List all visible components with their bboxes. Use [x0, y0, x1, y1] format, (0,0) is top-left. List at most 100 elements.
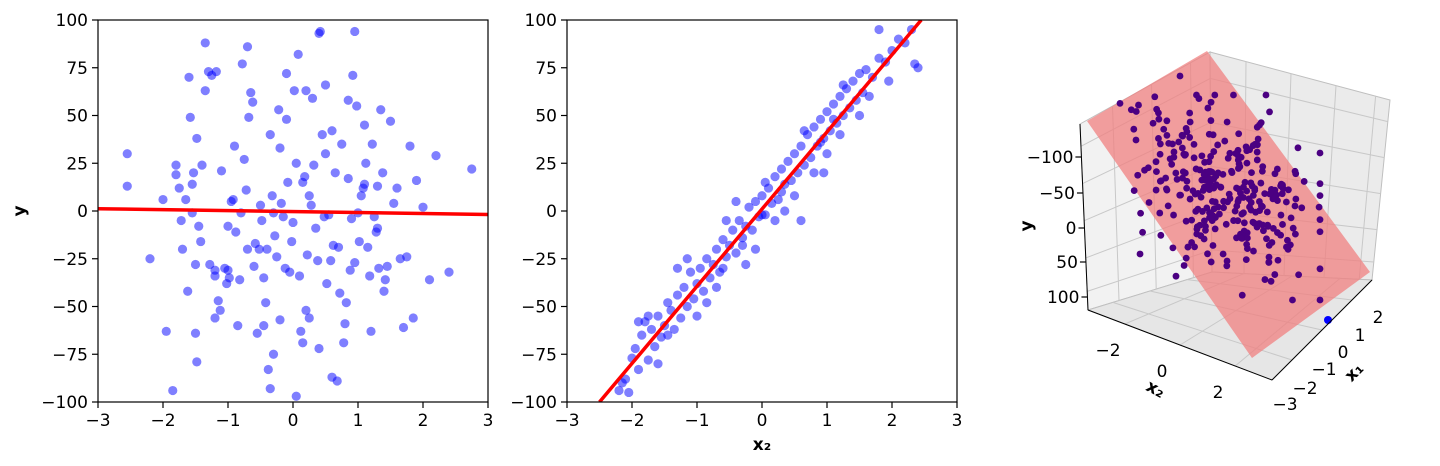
- data-point: [630, 343, 640, 354]
- data-point: [1220, 204, 1227, 212]
- data-point: [246, 87, 256, 98]
- data-point: [300, 172, 310, 182]
- data-point: [1198, 152, 1206, 160]
- data-point: [354, 236, 364, 247]
- data-point: [1291, 230, 1299, 238]
- data-point: [1132, 108, 1140, 115]
- data-point: [333, 242, 344, 252]
- data-point: [1201, 217, 1208, 225]
- data-point: [231, 227, 241, 237]
- data-point: [242, 244, 253, 254]
- data-point: [854, 110, 865, 121]
- data-point: [702, 254, 712, 264]
- data-point: [1208, 217, 1216, 224]
- data-point: [283, 177, 293, 187]
- data-point: [211, 66, 221, 77]
- data-point: [348, 70, 358, 80]
- data-point: [1188, 216, 1196, 224]
- data-point: [304, 313, 314, 323]
- data-point: [185, 112, 195, 123]
- data-point: [259, 273, 269, 283]
- data-point: [196, 236, 206, 247]
- data-point: [235, 275, 245, 285]
- data-point: [1212, 181, 1220, 189]
- data-point: [614, 385, 624, 396]
- data-point: [721, 215, 731, 226]
- data-point: [828, 99, 839, 109]
- data-point: [272, 252, 282, 262]
- data-point: [663, 330, 673, 340]
- data-point: [1196, 221, 1204, 229]
- data-point: [1178, 144, 1186, 152]
- data-point: [376, 105, 386, 115]
- fit-line: [98, 206, 488, 217]
- data-point: [1163, 117, 1171, 125]
- data-point: [1282, 198, 1290, 206]
- data-point: [1253, 148, 1261, 156]
- data-point: [1291, 202, 1299, 210]
- data-point: [1283, 243, 1290, 251]
- data-point: [1191, 243, 1198, 251]
- data-point: [335, 288, 345, 298]
- data-point: [287, 236, 297, 247]
- data-point: [228, 194, 238, 205]
- data-point: [1205, 168, 1213, 175]
- y-tick-label: 0: [546, 202, 557, 222]
- y-tick-label: 100: [525, 11, 557, 31]
- data-point: [809, 122, 819, 132]
- p2-points-group: [614, 24, 923, 398]
- data-point: [188, 168, 199, 178]
- data-point: [780, 206, 790, 216]
- data-point: [692, 311, 702, 321]
- data-point: [731, 196, 741, 207]
- y-tick-label: 0: [77, 202, 88, 222]
- data-point: [1267, 186, 1275, 193]
- data-point: [275, 143, 285, 153]
- data-point: [1173, 175, 1181, 183]
- data-point: [1141, 166, 1148, 174]
- y-tick-label: −50: [1039, 184, 1075, 204]
- data-point: [237, 59, 247, 69]
- data-point: [1277, 180, 1285, 188]
- data-point: [281, 114, 292, 124]
- x-tick-label: 0: [757, 411, 768, 431]
- data-point: [633, 317, 644, 327]
- data-point: [1189, 187, 1197, 195]
- data-point: [702, 298, 712, 308]
- y-tick-label: −25: [52, 250, 88, 270]
- data-point: [1198, 176, 1206, 184]
- data-point: [339, 338, 349, 348]
- data-point: [241, 185, 251, 195]
- data-point: [672, 263, 683, 273]
- data-point: [835, 91, 845, 101]
- y-tick-label: −75: [521, 345, 557, 365]
- data-point: [382, 261, 392, 271]
- data-point: [1209, 242, 1217, 249]
- y-tick-label: −100: [1027, 148, 1074, 168]
- x1-tick-label: −2: [1292, 379, 1317, 399]
- data-point: [293, 49, 303, 59]
- data-point: [1177, 191, 1184, 199]
- data-point: [1169, 244, 1177, 252]
- data-point: [248, 97, 258, 107]
- scatter-panel-y-vs-x2: −3 −2 −1 0 1 2 3 −100 −75 −50 −25 0 25 50 75 100 x₂: [510, 11, 962, 455]
- data-point: [1157, 231, 1165, 239]
- data-point: [322, 278, 332, 289]
- data-point: [341, 298, 351, 308]
- data-point: [296, 326, 306, 336]
- data-point: [1175, 138, 1183, 146]
- data-point: [1247, 179, 1255, 187]
- data-point: [311, 223, 321, 233]
- gridline: [1210, 77, 1388, 123]
- data-point: [1151, 93, 1159, 101]
- data-point: [1210, 205, 1218, 213]
- data-point: [1316, 216, 1324, 224]
- x-tick-label: 1: [353, 411, 364, 431]
- data-point: [646, 324, 657, 335]
- data-point: [1196, 166, 1204, 174]
- scatter-panel-y-vs-x1: −3 −2 −1 0 1 2 3 −100 −75 −50 −25 0 25 50 75 100 y: [10, 11, 493, 431]
- data-point: [1289, 296, 1296, 304]
- data-point: [402, 252, 412, 262]
- data-point: [1233, 184, 1240, 192]
